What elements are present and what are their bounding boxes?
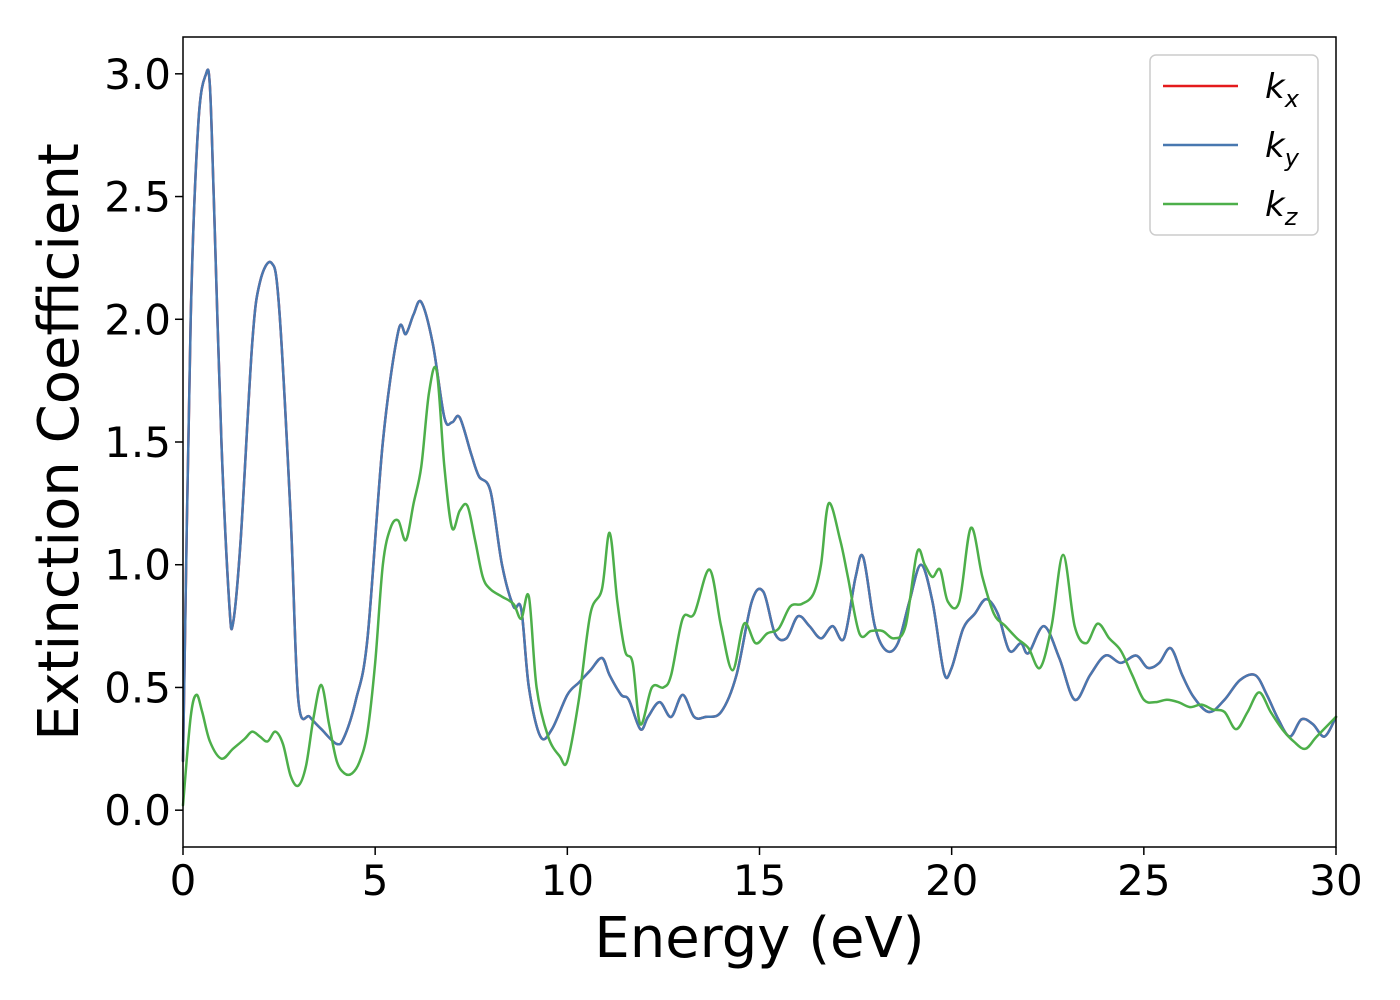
- x-tick-label: 0: [170, 856, 197, 905]
- legend-label-ky: ky: [1265, 126, 1300, 172]
- x-tick-label: 15: [733, 856, 786, 905]
- x-axis: 0 5 10 15 20 25 30: [170, 847, 1363, 905]
- legend: kx ky kz: [1149, 54, 1319, 236]
- y-tick-label: 0.0: [104, 786, 171, 835]
- series-line-kz: [181, 365, 1338, 807]
- y-axis: 0.0 0.5 1.0 1.5 2.0 2.5 3.0: [104, 50, 183, 835]
- y-axis-title: Extinction Coefficient: [27, 143, 92, 741]
- x-tick-label: 30: [1309, 856, 1362, 905]
- x-axis-title: Energy (eV): [594, 906, 924, 971]
- legend-label-kx: kx: [1265, 67, 1300, 113]
- y-tick-label: 0.5: [104, 663, 171, 712]
- y-tick-label: 2.5: [104, 173, 171, 222]
- y-tick-label: 1.5: [104, 418, 171, 467]
- y-tick-label: 1.0: [104, 541, 171, 590]
- x-tick-label: 20: [925, 856, 978, 905]
- y-tick-label: 2.0: [104, 295, 171, 344]
- legend-label-kz: kz: [1265, 185, 1299, 231]
- x-tick-label: 5: [362, 856, 389, 905]
- y-tick-label: 3.0: [104, 50, 171, 99]
- plot-background: [183, 37, 1336, 847]
- x-tick-label: 25: [1117, 856, 1170, 905]
- series-layer: [181, 68, 1338, 807]
- series-line-ky: [181, 68, 1338, 763]
- x-tick-label: 10: [541, 856, 594, 905]
